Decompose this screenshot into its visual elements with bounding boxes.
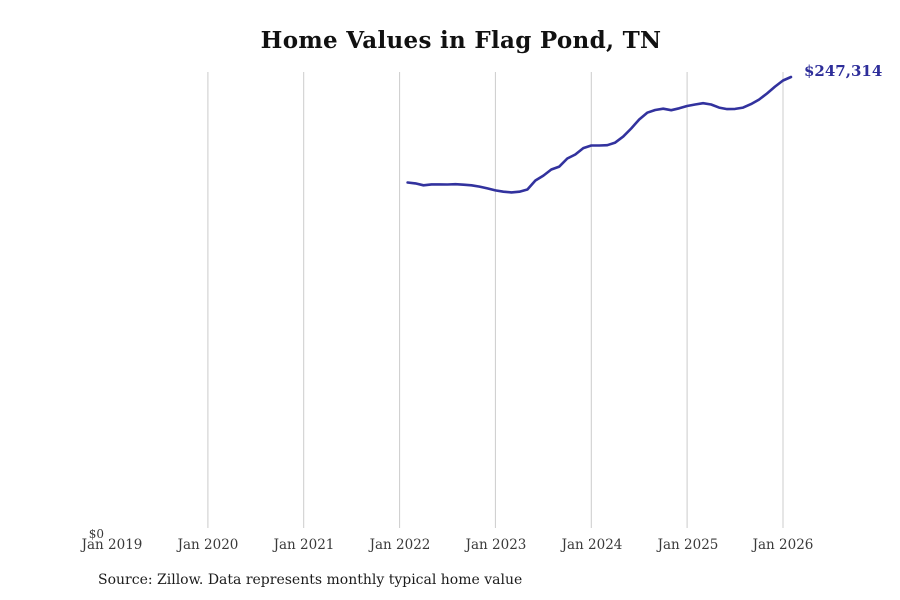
chart-title: Home Values in Flag Pond, TN: [260, 27, 662, 54]
x-tick-label: Jan 2026: [752, 537, 814, 553]
x-tick-label: Jan 2019: [81, 537, 143, 553]
x-tick-label: Jan 2025: [657, 537, 719, 553]
latest-value-label: $247,314: [804, 62, 883, 80]
x-tick-label: Jan 2020: [177, 537, 239, 553]
source-note: Source: Zillow. Data represents monthly …: [98, 572, 523, 588]
y-axis-zero-label: $0: [88, 527, 104, 541]
x-tick-label: Jan 2024: [561, 537, 623, 553]
home-value-line: [406, 75, 793, 194]
x-tick-label: Jan 2023: [465, 537, 527, 553]
x-tick-label: Jan 2021: [273, 537, 335, 553]
x-tick-label: Jan 2022: [369, 537, 431, 553]
